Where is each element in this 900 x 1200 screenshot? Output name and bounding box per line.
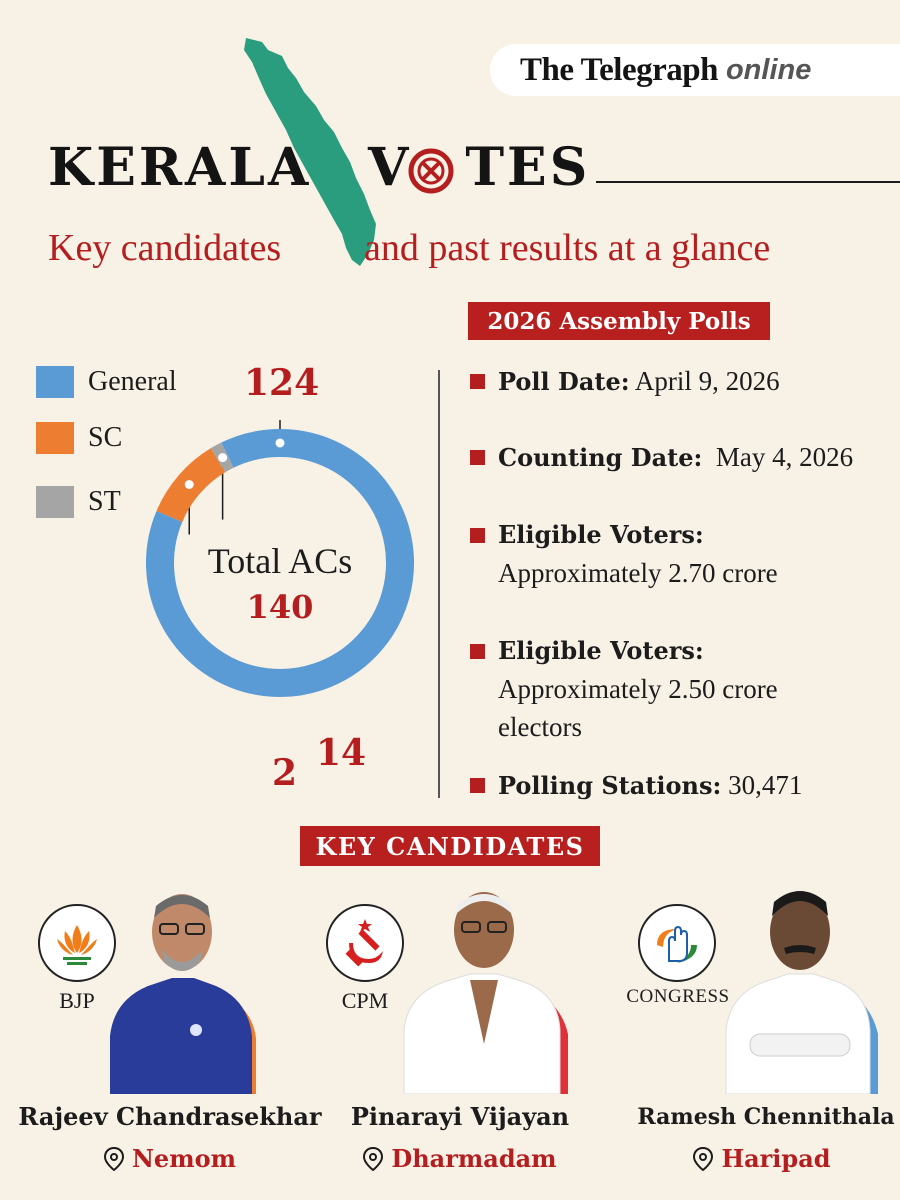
constituency-label: Dharmadam (391, 1144, 557, 1173)
polls-badge: 2026 Assembly Polls (468, 302, 770, 340)
legend-label-sc: SC (88, 422, 123, 453)
donut-marker-general (275, 438, 285, 448)
legend-item-st: ST (36, 486, 121, 518)
title-votes: V TES (368, 142, 590, 194)
legend-item-sc: SC (36, 422, 122, 454)
fact-value: April 9, 2026 (629, 366, 780, 396)
data-label-sc: 14 (316, 732, 367, 774)
donut-slice-sc (156, 448, 226, 523)
fact-poll-date: Poll Date: April 9, 2026 (470, 362, 890, 401)
brand-sub: online (725, 53, 812, 86)
legend-label-general: General (88, 366, 177, 397)
subtitle-right: and past results at a glance (364, 227, 771, 269)
fact-label: Eligible Voters: (498, 520, 704, 549)
fact-polling-stations: Polling Stations: 30,471 (470, 766, 890, 805)
subtitle-left: Key candidates (48, 227, 282, 269)
fact-eligible-voters-1: Eligible Voters: Approximately 2.70 crore (470, 516, 890, 592)
fact-value: 30,471 (721, 770, 803, 800)
data-label-general: 124 (244, 362, 320, 404)
candidate-constituency-nemom: Nemom (14, 1144, 326, 1173)
candidate-photo-ramesh (725, 891, 878, 1094)
lotus-icon (38, 904, 116, 982)
brand-main: The Telegraph (520, 51, 718, 88)
candidate-name-pinarayi: Pinarayi Vijayan (350, 1102, 570, 1131)
candidate-name-rajeev: Rajeev Chandrasekhar (18, 1102, 322, 1131)
bullet-icon (470, 528, 485, 543)
title-v: V (368, 137, 412, 198)
vertical-divider (438, 370, 440, 798)
fact-label: Counting Date: (498, 443, 703, 472)
location-pin-icon (363, 1146, 384, 1171)
candidate-photo-rajeev (110, 894, 256, 1094)
bullet-icon (470, 450, 485, 465)
candidate-constituency-dharmadam: Dharmadam (320, 1144, 600, 1173)
candidates-badge: KEY CANDIDATES (300, 826, 600, 866)
fact-value: Approximately 2.50 crore electors (498, 674, 778, 742)
data-label-st: 2 (272, 752, 298, 794)
fact-eligible-voters-2: Eligible Voters: Approximately 2.50 crore… (470, 632, 830, 746)
candidate-photo-pinarayi (403, 892, 568, 1094)
kerala-map-icon (244, 38, 376, 266)
party-label-congress: CONGRESS (626, 986, 730, 1007)
fact-label: Polling Stations: (498, 771, 722, 800)
bullet-icon (470, 374, 485, 389)
legend-label-st: ST (88, 486, 121, 517)
party-label-cpm: CPM (341, 988, 389, 1013)
constituency-label: Haripad (721, 1144, 831, 1173)
constituency-label: Nemom (131, 1144, 236, 1173)
hand-icon (638, 904, 716, 982)
location-pin-icon (693, 1146, 714, 1171)
fact-label: Eligible Voters: (498, 636, 704, 665)
brand-logo: The Telegraph online (490, 44, 900, 96)
candidate-name-ramesh: Ramesh Chennithala (637, 1104, 895, 1130)
fact-counting-date: Counting Date: May 4, 2026 (470, 438, 890, 477)
legend-swatch-sc (36, 422, 74, 454)
donut-center-value: 140 (246, 588, 314, 626)
legend-swatch-st (36, 486, 74, 518)
title-rule (596, 181, 900, 183)
donut-center-label: Total ACs (207, 541, 353, 581)
fact-label: Poll Date: (498, 367, 630, 396)
donut-chart (146, 420, 414, 697)
title-kerala: KERALA (48, 137, 312, 198)
candidate-constituency-haripad: Haripad (632, 1144, 892, 1173)
legend-item-general: General (36, 366, 177, 398)
fact-value: Approximately 2.70 crore (498, 558, 778, 588)
hammer-sickle-icon (326, 904, 404, 982)
donut-marker-st (218, 453, 228, 463)
bullet-icon (470, 778, 485, 793)
title-tes: TES (465, 137, 591, 198)
fact-value: May 4, 2026 (702, 442, 854, 472)
party-label-bjp: BJP (59, 988, 95, 1013)
donut-marker-sc (184, 479, 194, 489)
donut-slice-general (146, 429, 414, 697)
bullet-icon (470, 644, 485, 659)
location-pin-icon (103, 1146, 124, 1171)
legend-swatch-general (36, 366, 74, 398)
ballot-cross-icon (408, 148, 454, 194)
